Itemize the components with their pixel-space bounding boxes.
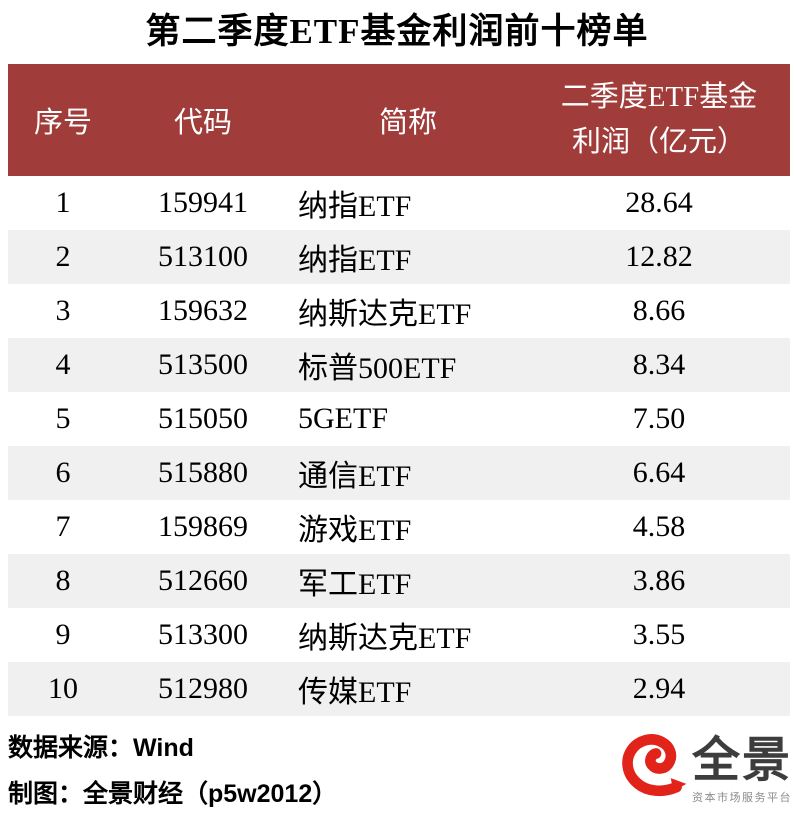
name-cell: 纳指ETF [298,190,412,223]
rank-cell: 10 [48,672,78,705]
col-header-profit: 二季度ETF基金 利润（亿元） [528,75,790,165]
quanjing-logo: 全景 资本市场服务平台 [606,722,792,808]
name-cell: 军工ETF [298,568,412,601]
profit-cell: 3.86 [632,564,686,597]
profit-cell: 2.94 [632,672,686,705]
col-header-rank: 序号 [33,107,92,139]
credit-label: 制图：全景财经（p5w2012） [8,780,338,808]
code-cell: 513500 [158,348,248,381]
footer: 数据来源：Wind 制图：全景财经（p5w2012） 全景 资本市场服务平台 [8,716,790,828]
data-source-label: 数据来源：Wind [8,734,194,762]
profit-cell: 8.66 [632,294,686,327]
table-row: 5 515050 5GETF 7.50 [8,392,790,446]
name-cell: 纳斯达克ETF [298,298,472,331]
col-header-code: 代码 [173,107,232,139]
table-row: 9 513300 纳斯达克ETF 3.55 [8,608,790,662]
name-cell: 纳指ETF [298,244,412,277]
table-row: 6 515880 通信ETF 6.64 [8,446,790,500]
rank-cell: 7 [55,510,71,543]
rank-cell: 8 [55,564,71,597]
rank-cell: 2 [55,240,71,273]
code-cell: 512660 [158,564,248,597]
logo-tagline: 资本市场服务平台 [691,792,792,804]
col-header-profit-line2: 利润（亿元） [571,126,746,158]
page-title: 第二季度ETF基金利润前十榜单 [145,12,649,51]
code-cell: 159941 [158,186,248,219]
etf-profit-table: 序号 代码 简称 二季度ETF基金 利润（亿元） 1 159941 纳指ETF 28.… [8,64,790,716]
code-cell: 515050 [158,402,248,435]
profit-cell: 8.34 [632,348,686,381]
col-header-profit-line1: 二季度ETF基金 [560,81,758,113]
table-header-row: 序号 代码 简称 二季度ETF基金 利润（亿元） [8,64,790,176]
logo-text-block: 全景 资本市场服务平台 [692,722,792,805]
name-cell: 纳斯达克ETF [298,622,472,655]
profit-cell: 28.64 [625,186,693,219]
code-cell: 512980 [158,672,248,705]
code-cell: 159869 [158,510,248,543]
table-row: 2 513100 纳指ETF 12.82 [8,230,790,284]
rank-cell: 4 [55,348,71,381]
rank-cell: 3 [55,294,71,327]
code-cell: 159632 [158,294,248,327]
profit-cell: 4.58 [632,510,686,543]
profit-cell: 7.50 [632,402,686,435]
rank-cell: 1 [55,186,71,219]
table-row: 1 159941 纳指ETF 28.64 [8,176,790,230]
table-row: 8 512660 军工ETF 3.86 [8,554,790,608]
name-cell: 传媒ETF [298,676,412,709]
rank-cell: 5 [55,402,71,435]
table-body: 1 159941 纳指ETF 28.64 2 513100 纳指ETF 12.82 3 15963… [8,176,790,716]
code-cell: 515880 [158,456,248,489]
table-row: 7 159869 游戏ETF 4.58 [8,500,790,554]
rank-cell: 9 [55,618,71,651]
rank-cell: 6 [55,456,71,489]
profit-cell: 3.55 [632,618,686,651]
table-row: 3 159632 纳斯达克ETF 8.66 [8,284,790,338]
logo-brand-text: 全景 [691,734,792,787]
code-cell: 513300 [158,618,248,651]
table-row: 10 512980 传媒ETF 2.94 [8,662,790,716]
profit-cell: 6.64 [632,456,686,489]
profit-cell: 12.82 [625,240,693,273]
col-header-name: 简称 [378,107,437,139]
table-row: 4 513500 标普500ETF 8.34 [8,338,790,392]
code-cell: 513100 [158,240,248,273]
quanjing-swirl-icon [622,734,687,797]
name-cell: 标普500ETF [298,352,457,385]
name-cell: 5GETF [298,402,388,435]
name-cell: 通信ETF [298,460,412,493]
name-cell: 游戏ETF [298,514,412,547]
